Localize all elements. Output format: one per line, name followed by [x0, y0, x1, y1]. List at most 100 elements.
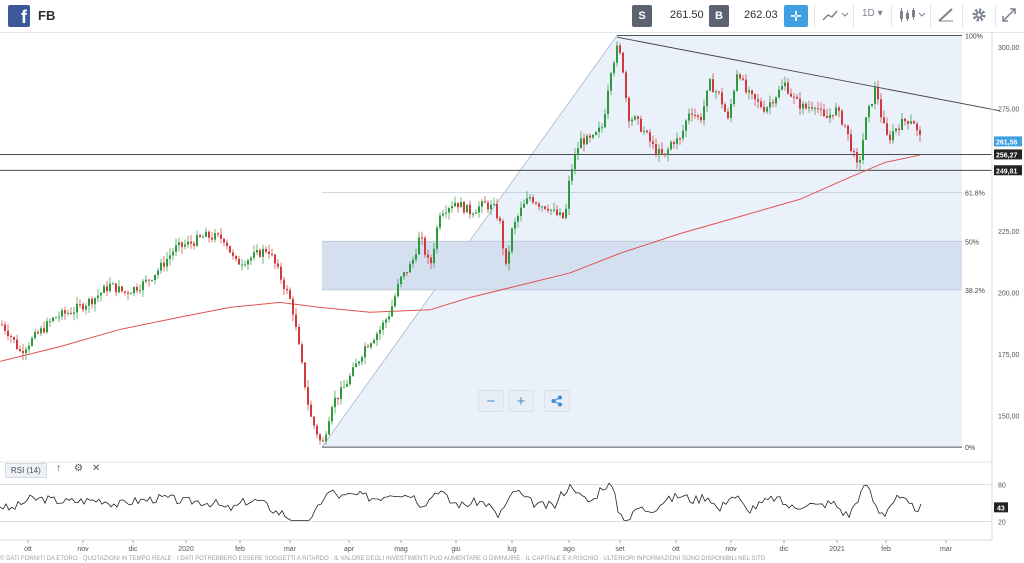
candle-body — [388, 316, 390, 320]
settings-button[interactable] — [971, 7, 987, 26]
candle-body — [898, 128, 900, 130]
candle-body — [85, 305, 87, 310]
candle-body — [166, 258, 168, 267]
candle-body — [475, 212, 477, 214]
candle-body — [901, 118, 903, 130]
candle-body — [868, 106, 870, 118]
candle-body — [679, 138, 681, 140]
candle-body — [874, 87, 876, 104]
candle-body — [265, 248, 267, 252]
candle-body — [544, 206, 546, 209]
candle-body — [457, 202, 459, 208]
candle-body — [109, 283, 111, 292]
toolbar-divider — [853, 4, 854, 28]
candle-body — [733, 90, 735, 105]
candle-body — [562, 212, 564, 219]
candle-body — [202, 236, 204, 238]
candle-body — [274, 254, 276, 264]
candle-body — [31, 338, 33, 346]
time-tick-label: set — [615, 546, 624, 553]
candle-body — [34, 332, 36, 339]
price-chart[interactable]: 100%61.8%50%38.2%0% 300,00275,00250,0022… — [0, 33, 1024, 563]
candle-body — [205, 231, 207, 237]
candle-body — [799, 98, 801, 109]
time-tick-label: dic — [129, 546, 138, 553]
candle-body — [286, 288, 288, 291]
candle-body — [358, 361, 360, 364]
rsi-settings-button[interactable]: ⚙ — [74, 463, 83, 474]
candle-body — [223, 238, 225, 243]
candle-body — [115, 283, 117, 293]
interval-selector[interactable]: 1D ▾ — [862, 8, 883, 19]
zoom-in-button[interactable]: + — [508, 390, 534, 412]
candle-body — [877, 87, 879, 100]
price-tag-label: 256,27 — [996, 152, 1018, 159]
candle-body — [25, 349, 27, 354]
trendline[interactable] — [616, 36, 1001, 112]
candle-body — [895, 128, 897, 132]
candle-body — [364, 346, 366, 358]
fullscreen-button[interactable] — [1002, 8, 1016, 25]
candle-body — [349, 375, 351, 385]
candle-body — [511, 228, 513, 252]
candle-body — [133, 286, 135, 294]
candle-body — [583, 138, 585, 145]
time-tick-label: dic — [780, 546, 789, 553]
candle-body — [505, 248, 507, 264]
candle-body — [709, 79, 711, 91]
rsi-indicator-tag[interactable]: RSI (14) — [5, 463, 47, 478]
horizontal-lines[interactable] — [0, 153, 992, 171]
candle-body — [601, 127, 603, 129]
chart-type-button[interactable] — [822, 8, 849, 25]
candle-body — [853, 151, 855, 153]
candle-body — [337, 397, 339, 400]
arrow-up-icon: ↑ — [56, 463, 61, 474]
candle-body — [397, 283, 399, 297]
fibonacci-retracement[interactable]: 100% 61.8% 50% 38.2% 0% — [321, 33, 985, 452]
sell-button[interactable]: S — [632, 5, 652, 27]
candle-body — [802, 103, 804, 109]
candle-body — [130, 293, 132, 295]
candle-body — [688, 113, 690, 121]
candle-body — [325, 434, 327, 442]
crosshair-button[interactable]: ✛ — [784, 5, 808, 27]
trend-line[interactable] — [616, 36, 1001, 112]
buy-button[interactable]: B — [709, 5, 729, 27]
price-tag-label: 261,56 — [996, 139, 1018, 146]
candle-body — [559, 212, 561, 215]
candle-body — [490, 204, 492, 210]
candle-body — [73, 312, 75, 314]
candle-body — [64, 310, 66, 314]
candle-body — [352, 367, 354, 376]
draw-tools-button[interactable] — [938, 8, 954, 25]
zoom-controls: − + — [478, 390, 570, 412]
rsi-move-button[interactable]: ↑ — [56, 463, 61, 474]
candle-body — [826, 115, 828, 119]
zoom-out-button[interactable]: − — [478, 390, 504, 412]
time-tick-label: ott — [672, 546, 680, 553]
candle-body — [268, 251, 270, 255]
toolbar-divider — [930, 4, 931, 28]
candlestick-icon — [900, 8, 926, 22]
candle-body — [55, 317, 57, 319]
candle-body — [616, 45, 618, 63]
candle-body — [805, 103, 807, 109]
candles-button[interactable] — [898, 8, 926, 25]
candle-body — [700, 117, 702, 121]
rsi-close-button[interactable]: ✕ — [92, 463, 100, 474]
candle-body — [649, 132, 651, 142]
candle-body — [766, 107, 768, 112]
ma-line — [0, 154, 921, 362]
candle-body — [415, 254, 417, 260]
candle-body — [907, 121, 909, 124]
candle-body — [724, 104, 726, 112]
toolbar-divider — [814, 4, 815, 28]
candle-body — [865, 117, 867, 140]
time-tick-label: apr — [344, 546, 355, 553]
share-button[interactable] — [544, 390, 570, 412]
candle-body — [778, 89, 780, 98]
candle-body — [106, 286, 108, 292]
candle-body — [400, 276, 402, 284]
price-tag-label: 249,81 — [996, 168, 1018, 175]
candle-body — [301, 344, 303, 363]
